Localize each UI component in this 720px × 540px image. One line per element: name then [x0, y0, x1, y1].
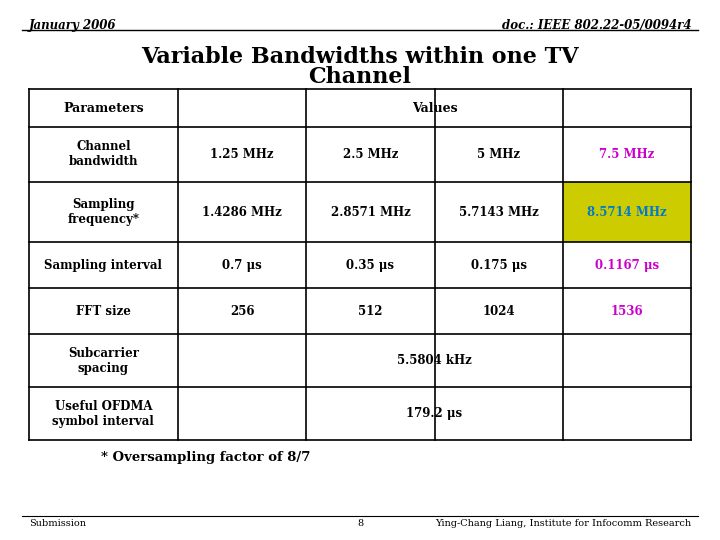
Text: Parameters: Parameters [63, 102, 143, 114]
Text: Channel
bandwidth: Channel bandwidth [68, 140, 138, 168]
Text: 0.35 μs: 0.35 μs [346, 259, 395, 272]
Text: 1536: 1536 [611, 305, 644, 318]
Text: 0.175 μs: 0.175 μs [471, 259, 527, 272]
Text: January 2006: January 2006 [29, 19, 117, 32]
Text: 5.7143 MHz: 5.7143 MHz [459, 206, 539, 219]
Text: Useful OFDMA
symbol interval: Useful OFDMA symbol interval [53, 400, 154, 428]
Text: FFT size: FFT size [76, 305, 131, 318]
Text: 179.2 μs: 179.2 μs [407, 407, 462, 420]
Text: Sampling
frequency*: Sampling frequency* [68, 198, 140, 226]
Text: 8.5714 MHz: 8.5714 MHz [588, 206, 667, 219]
Text: Channel: Channel [309, 66, 411, 88]
Text: * Oversampling factor of 8/7: * Oversampling factor of 8/7 [101, 451, 310, 464]
Text: Values: Values [412, 102, 457, 114]
Bar [563, 182, 691, 242]
Text: 1024: 1024 [482, 305, 515, 318]
Text: 1.25 MHz: 1.25 MHz [210, 148, 274, 161]
Text: 512: 512 [358, 305, 382, 318]
Text: Ying-Chang Liang, Institute for Infocomm Research: Ying-Chang Liang, Institute for Infocomm… [435, 519, 691, 529]
Text: Sampling interval: Sampling interval [45, 259, 162, 272]
Text: 0.7 μs: 0.7 μs [222, 259, 262, 272]
Text: 1.4286 MHz: 1.4286 MHz [202, 206, 282, 219]
Text: 0.1167 μs: 0.1167 μs [595, 259, 659, 272]
Text: doc.: IEEE 802.22-05/0094r4: doc.: IEEE 802.22-05/0094r4 [502, 19, 691, 32]
Text: 7.5 MHz: 7.5 MHz [600, 148, 654, 161]
Text: 5.5804 kHz: 5.5804 kHz [397, 354, 472, 367]
Text: 8: 8 [357, 519, 363, 529]
Text: Submission: Submission [29, 519, 86, 529]
Text: 256: 256 [230, 305, 254, 318]
Text: Variable Bandwidths within one TV: Variable Bandwidths within one TV [141, 46, 579, 68]
Text: 2.8571 MHz: 2.8571 MHz [330, 206, 410, 219]
Text: Subcarrier
spacing: Subcarrier spacing [68, 347, 139, 375]
Text: 2.5 MHz: 2.5 MHz [343, 148, 398, 161]
Text: 5 MHz: 5 MHz [477, 148, 521, 161]
